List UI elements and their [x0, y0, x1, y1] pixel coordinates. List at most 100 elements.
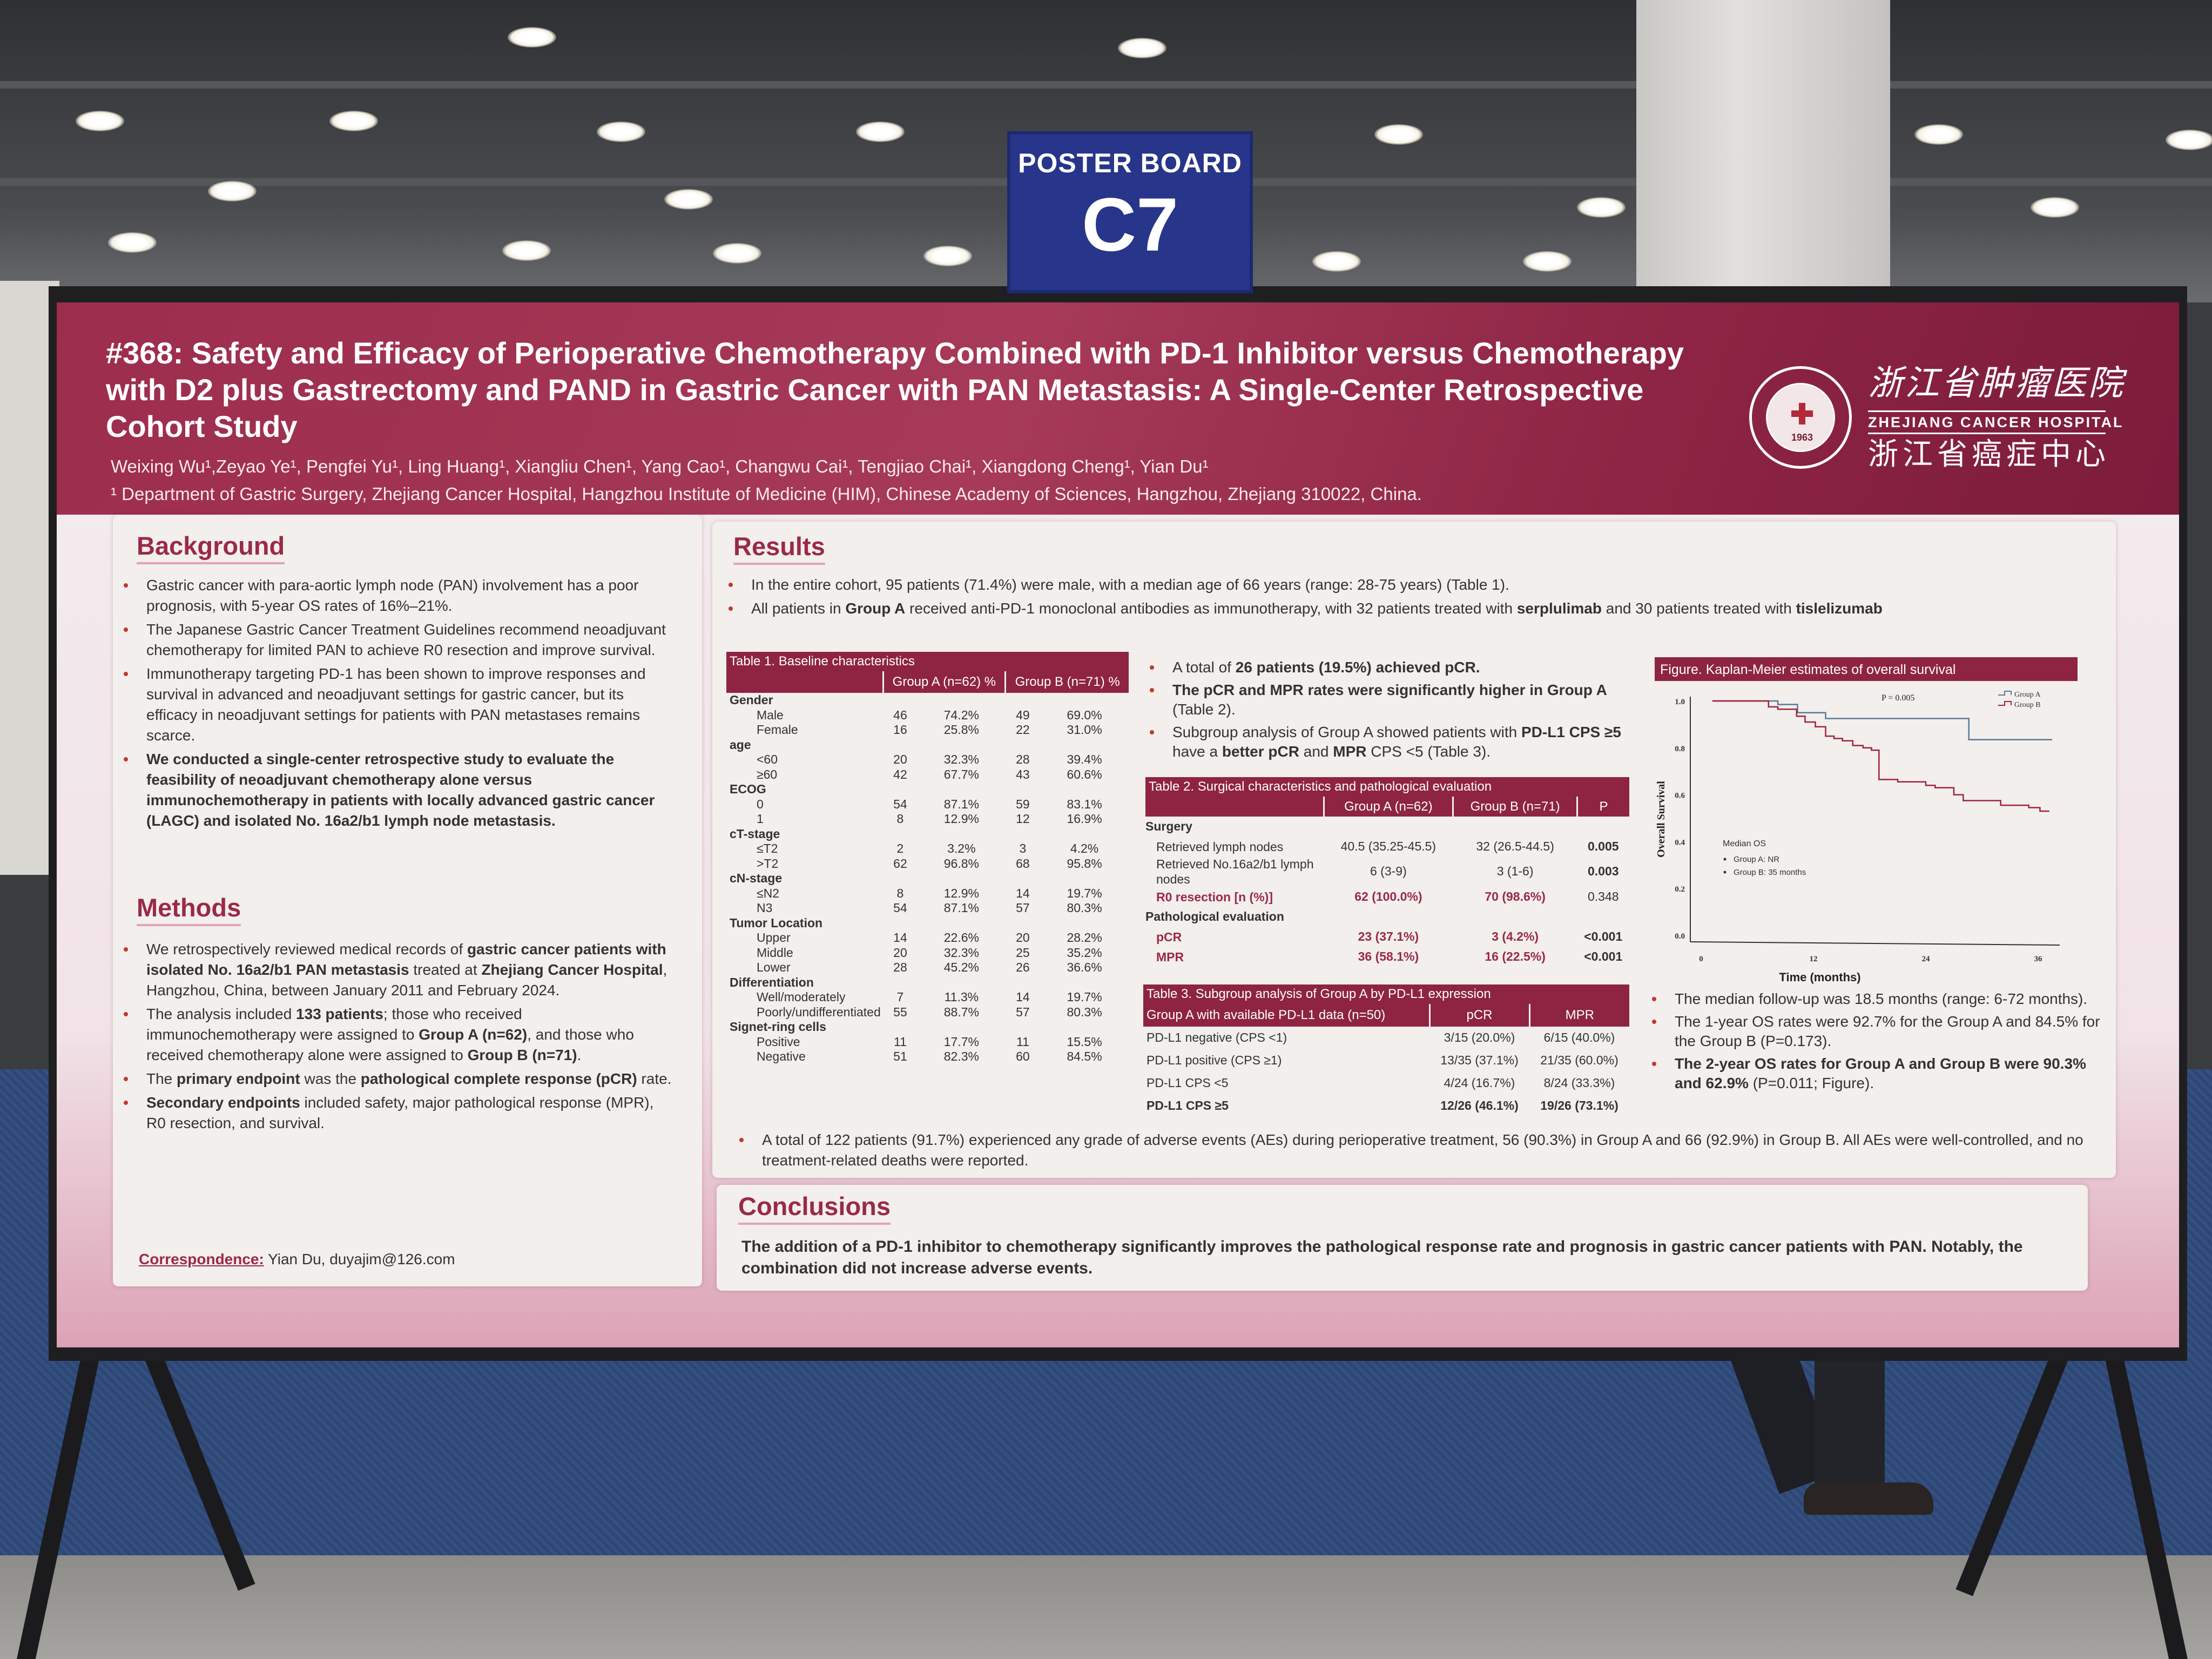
p-value: 0.348	[1587, 889, 1619, 903]
text-run: The analysis included	[146, 1006, 296, 1022]
group-label: cN-stage	[730, 871, 783, 885]
bullet-item: The 2-year OS rates for Group A and Grou…	[1641, 1054, 2100, 1093]
x-tick-label: 24	[1922, 955, 1931, 963]
text-run: ; those who received immunochemotherapy …	[146, 1006, 522, 1043]
p-value: 0.003	[1587, 864, 1619, 879]
table-cell: 59	[1016, 797, 1030, 811]
table-row: PD-L1 positive (CPS ≥1) 13/35 (37.1%) 21/3…	[1143, 1049, 1629, 1072]
table-cell: 67.7%	[943, 767, 979, 781]
group-label: Tumor Location	[730, 915, 823, 930]
p-value: 0.005	[1587, 839, 1619, 853]
text-run: The 1-year OS rates were 92.7% for the G…	[1675, 1013, 2100, 1049]
group-label: age	[730, 737, 751, 752]
text-run: included safety, major pathological resp…	[146, 1094, 654, 1131]
table-cell: 96.8%	[943, 856, 979, 871]
text-run: The pCR and MPR rates were significantly…	[1172, 682, 1607, 698]
table-row: ≤N2 8 12.9% 14 19.7%	[726, 886, 1129, 901]
hospital-seal-icon: 1963	[1749, 366, 1852, 469]
table-cell: 54	[893, 901, 907, 915]
bullet-item: The primary endpoint was the pathologica…	[113, 1069, 675, 1089]
table-cell: Positive	[757, 1034, 800, 1049]
table-row: N3 54 87.1% 57 80.3%	[726, 901, 1129, 916]
group-a-value: 40.5 (35.25-45.5)	[1340, 839, 1437, 853]
table-cell: 43	[1016, 767, 1030, 781]
text-run: gastric cancer patients with isolated No…	[146, 941, 666, 978]
chart-title-bar	[1655, 657, 2078, 681]
row-label: MPR	[1156, 949, 1184, 964]
row-label: PD-L1 negative (CPS <1)	[1147, 1030, 1287, 1045]
table-cell: 55	[893, 1004, 907, 1019]
text-run: Immunotherapy targeting PD-1 has been sh…	[146, 665, 646, 744]
table-cell: ≥60	[757, 767, 778, 781]
table-cell: 31.0%	[1067, 723, 1102, 737]
y-tick-label: 0.0	[1675, 932, 1685, 941]
table-group-row: age	[726, 738, 1129, 753]
table-cell: Middle	[757, 945, 793, 960]
bullet-item: The 1-year OS rates were 92.7% for the G…	[1641, 1012, 2100, 1051]
affiliation: ¹ Department of Gastric Surgery, Zhejian…	[111, 484, 1422, 504]
table-cell: 32.3%	[943, 945, 979, 960]
table-cell: 19.7%	[1067, 990, 1102, 1004]
table-cell: 95.8%	[1067, 856, 1102, 871]
table-cell: 82.3%	[943, 1049, 979, 1063]
table-cell: 14	[1016, 990, 1030, 1004]
table-3: Table 3. Subgroup analysis of Group A by…	[1143, 984, 1629, 1117]
ceiling-light	[1118, 38, 1166, 58]
p-value: <0.001	[1584, 929, 1623, 943]
table-cell: 28	[1016, 752, 1030, 766]
x-axis	[1690, 941, 2060, 946]
poster-board-sign: POSTER BOARD C7	[1007, 131, 1253, 293]
table-cell: 20	[1016, 930, 1030, 945]
column-header	[1145, 797, 1324, 817]
table-cell: 46	[893, 707, 907, 722]
mpr-value: 6/15 (40.0%)	[1543, 1030, 1615, 1045]
table-1-grid: Group A (n=62) % Group B (n=71) % Gender Ma…	[726, 671, 1129, 1064]
group-a-value: 36 (58.1%)	[1358, 949, 1419, 963]
table-group-row: cN-stage	[726, 871, 1129, 886]
legend-swatch	[1998, 701, 2012, 706]
row-label: PD-L1 CPS <5	[1147, 1076, 1229, 1090]
text-run: The median follow-up was 18.5 months (ra…	[1675, 990, 2088, 1007]
bullet-item: The Japanese Gastric Cancer Treatment Gu…	[113, 619, 675, 660]
table-row: Positive 11 17.7% 11 15.5%	[726, 1035, 1129, 1050]
table-cell: 3	[1019, 841, 1027, 855]
bullet-item: The analysis included 133 patients; thos…	[113, 1004, 675, 1065]
table-row: Well/moderately 7 11.3% 14 19.7%	[726, 990, 1129, 1005]
text-run: We conducted a single-center retrospecti…	[146, 751, 655, 829]
table-cell: 22	[1016, 723, 1030, 737]
table-header-row: Group A with available PD-L1 data (n=50)…	[1143, 1004, 1629, 1027]
table-cell: 80.3%	[1067, 1004, 1102, 1019]
table-title: Table 2. Surgical characteristics and pa…	[1145, 777, 1629, 797]
table-cell: ≤N2	[757, 886, 780, 900]
text-run: treated at	[409, 961, 482, 978]
row-label: R0 resection [n (%)]	[1156, 889, 1273, 904]
ceiling-light	[2031, 197, 2079, 218]
column-header: P	[1576, 797, 1629, 817]
table-cell: ≤T2	[757, 841, 778, 855]
table-cell: 87.1%	[943, 901, 979, 915]
text-run: Gastric cancer with para-aortic lymph no…	[146, 577, 639, 614]
table-section-row: Surgery	[1145, 817, 1629, 837]
group-label: Gender	[730, 693, 773, 707]
column-header: Group A with available PD-L1 data (n=50)	[1143, 1004, 1429, 1027]
table-row: 0 54 87.1% 59 83.1%	[726, 797, 1129, 812]
table-title: Table 3. Subgroup analysis of Group A by…	[1143, 984, 1629, 1004]
ceiling-light	[597, 122, 645, 142]
table-cell: 87.1%	[943, 797, 979, 811]
logo-chinese-name: 浙江省肿瘤医院	[1868, 363, 2125, 403]
text-run: Secondary endpoints	[146, 1094, 300, 1111]
column-header: pCR	[1428, 1004, 1529, 1027]
legend-label: Group B	[2014, 701, 2041, 709]
group-b-value: 70 (98.6%)	[1485, 889, 1546, 903]
table-group-row: Signet-ring cells	[726, 1020, 1129, 1035]
table-cell: 60	[1016, 1049, 1030, 1063]
table-cell: Female	[757, 723, 798, 737]
table-row: Retrieved lymph nodes 40.5 (35.25-45.5) 32…	[1145, 837, 1629, 857]
bullet-item: All patients in Group A received anti-PD…	[718, 598, 2111, 619]
row-label: Retrieved lymph nodes	[1156, 839, 1284, 854]
poster-header: #368: Safety and Efficacy of Perioperati…	[57, 302, 2179, 515]
bullet-item: The pCR and MPR rates were significantly…	[1139, 680, 1636, 719]
table-row: Poorly/undifferentiated 55 88.7% 57 80.3%	[726, 1005, 1129, 1020]
table-row: PD-L1 CPS ≥5 12/26 (46.1%) 19/26 (73.1%)	[1143, 1095, 1629, 1117]
table-row: R0 resection [n (%)] 62 (100.0%) 70 (98.6%…	[1145, 887, 1629, 907]
